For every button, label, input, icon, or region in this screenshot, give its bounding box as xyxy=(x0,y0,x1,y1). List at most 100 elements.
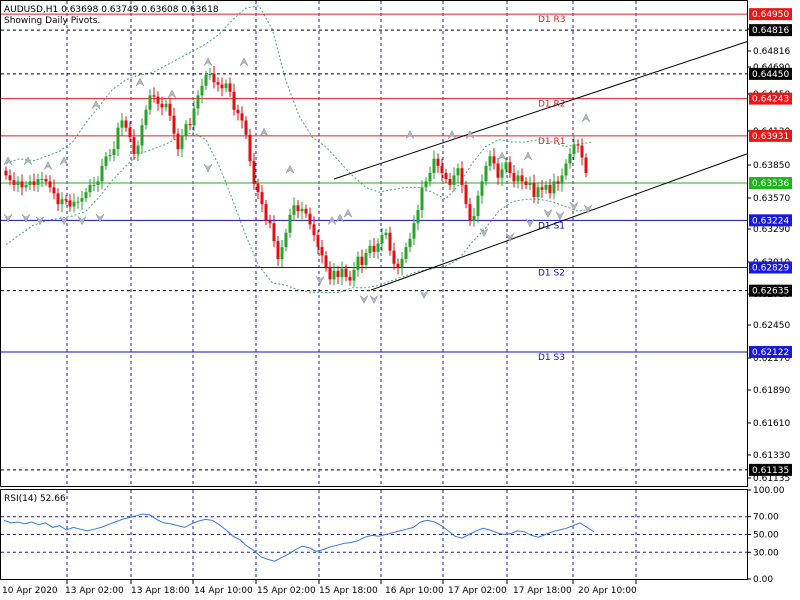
dashed-price-label: 0.61135 xyxy=(752,466,789,476)
candle-body xyxy=(460,168,464,185)
fractal-up-marker xyxy=(285,164,295,174)
candle-body xyxy=(436,158,440,166)
candle-body xyxy=(24,184,28,188)
candle-body xyxy=(216,82,220,85)
candle-body xyxy=(308,213,312,225)
fractal-up-marker xyxy=(167,89,177,99)
candle-body xyxy=(456,168,460,176)
price-tick-label: 0.63850 xyxy=(753,161,790,171)
candle-body xyxy=(136,145,140,154)
pivot-lines: D1 R3 D1 R2 D1 R1 D1 S1 D1 S2 D1 S3 xyxy=(1,13,747,363)
channel-upper-line xyxy=(333,41,748,180)
candle-body xyxy=(124,120,128,128)
pivot-price-label: 0.63931 xyxy=(752,132,789,142)
candle-body xyxy=(80,198,84,202)
candle-body xyxy=(356,256,360,270)
candle-body xyxy=(244,120,248,135)
candle-body xyxy=(332,270,336,280)
candle-body xyxy=(268,220,272,224)
fractal-up-marker xyxy=(335,213,345,223)
candle-body xyxy=(480,181,484,196)
candle-body xyxy=(52,187,56,194)
candle-body xyxy=(392,250,396,264)
fractal-up-marker xyxy=(3,156,13,166)
candle-body xyxy=(196,95,200,109)
candle-body xyxy=(16,181,20,185)
candle-body xyxy=(84,192,88,199)
fractal-up-marker xyxy=(23,156,33,166)
fractal-down-marker xyxy=(95,214,105,223)
candle-body xyxy=(572,144,576,154)
candle-body xyxy=(256,183,260,193)
candle-body xyxy=(184,124,188,136)
fractal-down-marker xyxy=(479,228,489,238)
candle-body xyxy=(388,232,392,251)
candle-body xyxy=(540,187,544,190)
time-tick-label: 14 Apr 10:00 xyxy=(194,586,253,596)
candle-body xyxy=(60,199,64,205)
candle-body xyxy=(536,187,540,197)
candle-body xyxy=(556,181,560,184)
candle-body xyxy=(288,214,292,233)
candle-body xyxy=(512,173,516,182)
pivot-price-label: 0.64243 xyxy=(752,95,789,105)
candle-body xyxy=(368,245,372,254)
candle-body xyxy=(40,178,44,180)
fractal-up-marker xyxy=(239,57,249,66)
price-tick-label: 0.61135 xyxy=(753,474,790,484)
price-tick-label: 0.61330 xyxy=(753,451,790,461)
candle-body xyxy=(76,201,80,203)
candle-body xyxy=(12,180,16,185)
rsi-tick-label: 100.00 xyxy=(753,486,785,496)
candle-body xyxy=(116,127,120,150)
fractal-up-marker xyxy=(43,161,53,170)
fractal-down-marker xyxy=(35,216,45,226)
candle-body xyxy=(564,163,568,176)
candle-body xyxy=(448,178,452,185)
candle-body xyxy=(444,173,448,179)
fractal-down-marker xyxy=(369,295,379,305)
time-tick-label: 17 Apr 18:00 xyxy=(513,586,572,596)
candle-body xyxy=(584,157,588,174)
candle-body xyxy=(524,181,528,185)
candle-body xyxy=(56,193,60,205)
candle-body xyxy=(264,204,268,221)
pivot-label: D1 S1 xyxy=(538,221,565,231)
candle-body xyxy=(104,156,108,166)
candle-body xyxy=(224,83,228,89)
candle-body xyxy=(8,175,12,181)
candle-body xyxy=(576,144,580,146)
price-axis: 0.650900.648160.646900.644500.641300.638… xyxy=(747,8,792,484)
candle-body xyxy=(544,184,548,190)
candle-body xyxy=(248,134,252,162)
candle-body xyxy=(412,223,416,239)
fractal-down-marker xyxy=(203,163,213,173)
fractal-down-marker xyxy=(505,233,515,242)
candle-body xyxy=(400,259,404,268)
dashed-price-label-box xyxy=(749,24,792,37)
candle-body xyxy=(520,175,524,182)
candle-body xyxy=(272,223,276,242)
candle-body xyxy=(484,165,488,182)
fractal-down-marker xyxy=(555,211,565,221)
candle-body xyxy=(568,153,572,164)
candle-body xyxy=(472,216,476,221)
candle-body xyxy=(128,127,132,138)
fractal-down-marker xyxy=(419,290,429,300)
candle-body xyxy=(552,181,556,194)
candle-body xyxy=(92,184,96,186)
candle-body xyxy=(380,235,384,244)
rsi-series-line xyxy=(3,513,595,562)
candle-body xyxy=(4,170,8,176)
candle-body xyxy=(416,210,420,224)
candle-body xyxy=(72,201,76,207)
fractal-down-marker xyxy=(583,204,593,214)
candle-body xyxy=(404,247,408,260)
candle-body xyxy=(408,238,412,248)
candle-body xyxy=(36,178,40,185)
candle-body xyxy=(232,91,236,110)
time-tick-label: 20 Apr 10:00 xyxy=(578,586,637,596)
candle-body xyxy=(220,84,224,89)
rsi-title: RSI(14) 52.66 xyxy=(4,494,66,504)
candle-body xyxy=(140,125,144,146)
